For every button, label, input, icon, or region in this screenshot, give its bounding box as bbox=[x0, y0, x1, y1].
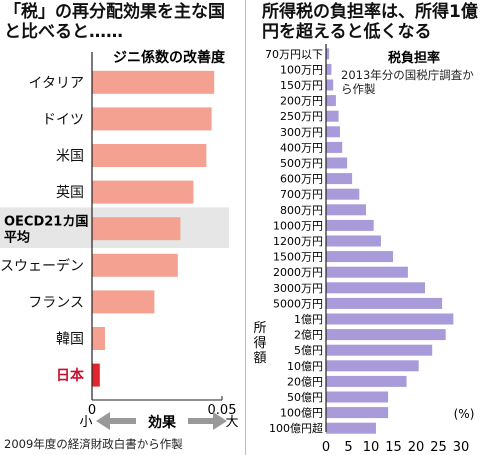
axis-note-large: 大 bbox=[225, 415, 238, 430]
category-label: 5000万円 bbox=[273, 297, 323, 310]
category-label: 150万円 bbox=[280, 79, 323, 92]
category-label: 500万円 bbox=[280, 157, 323, 170]
axis-note-bg bbox=[136, 412, 188, 430]
category-label: 1500万円 bbox=[273, 251, 323, 264]
category-label: スウェーデン bbox=[0, 257, 84, 274]
x-axis-label: (%) bbox=[454, 407, 475, 421]
bar bbox=[326, 235, 381, 247]
bar bbox=[92, 144, 207, 167]
x-tick-label: 10 bbox=[363, 440, 380, 455]
bar bbox=[326, 329, 446, 341]
bar bbox=[326, 391, 389, 403]
category-label: 韓国 bbox=[56, 332, 84, 348]
axis-arrow-left-head bbox=[96, 412, 110, 430]
panel-divider bbox=[245, 0, 246, 455]
category-label: ドイツ bbox=[42, 112, 84, 128]
category-label: 600万円 bbox=[280, 173, 323, 186]
category-label: 800万円 bbox=[280, 204, 323, 217]
tax-burden-chart: 70万円以下 100万円 150万円 200万円 250万円 300万円 400万円 500万… bbox=[253, 44, 475, 455]
x-tick-label: 30 bbox=[453, 440, 470, 455]
category-label: フランス bbox=[28, 295, 84, 311]
bar bbox=[326, 157, 348, 169]
bar bbox=[92, 290, 155, 314]
category-label: 700万円 bbox=[280, 188, 323, 201]
category-label: 400万円 bbox=[280, 141, 323, 154]
category-label: 50億円 bbox=[287, 391, 323, 404]
category-label: 100億円超 bbox=[269, 421, 323, 435]
bar bbox=[326, 266, 408, 278]
category-label: 200万円 bbox=[280, 95, 323, 108]
bar bbox=[326, 313, 454, 325]
bar bbox=[326, 282, 425, 294]
bar bbox=[326, 79, 334, 91]
bar bbox=[92, 180, 194, 204]
bar bbox=[326, 344, 433, 356]
category-label: イタリア bbox=[29, 75, 84, 91]
y-axis-label-char: 得 bbox=[253, 335, 266, 351]
category-label: 20億円 bbox=[287, 375, 323, 388]
x-tick-label: 20 bbox=[408, 440, 425, 455]
y-axis-label-char: 額 bbox=[253, 351, 266, 366]
bar bbox=[326, 251, 394, 263]
category-label: 3000万円 bbox=[273, 282, 323, 295]
category-label: 100万円 bbox=[280, 63, 323, 76]
bar bbox=[92, 253, 178, 277]
bar bbox=[326, 126, 340, 138]
left-chart-title: 「税」の再分配効果を主な国と比べると…… bbox=[4, 2, 225, 42]
bar bbox=[326, 95, 336, 107]
bar bbox=[326, 297, 443, 309]
axis-note-small: 小 bbox=[79, 415, 92, 430]
axis-note-label: 効果 bbox=[148, 414, 177, 431]
category-label: 5億円 bbox=[294, 344, 323, 357]
bar bbox=[92, 107, 212, 131]
bar bbox=[326, 375, 407, 387]
category-label: 1000万円 bbox=[273, 219, 323, 232]
bar bbox=[326, 219, 374, 231]
x-tick-label: 25 bbox=[430, 440, 447, 455]
left-source-note: 2009年度の経済財政白書から作製 bbox=[4, 437, 183, 451]
category-label: 100億円 bbox=[280, 407, 323, 420]
bar bbox=[326, 188, 360, 200]
chart-title: ジニ係数の改善度 bbox=[113, 49, 226, 66]
bar bbox=[326, 422, 376, 434]
right-chart-title: 所得税の負担率は、所得1億円を超えると低くなる bbox=[262, 2, 478, 42]
x-tick-label: 5 bbox=[344, 440, 352, 455]
category-label: 米国 bbox=[56, 149, 84, 165]
bar bbox=[326, 360, 419, 372]
category-label: 1200万円 bbox=[273, 235, 323, 248]
category-label: 300万円 bbox=[280, 126, 323, 139]
bar bbox=[326, 407, 389, 419]
bar bbox=[326, 63, 332, 75]
bar bbox=[92, 70, 215, 94]
category-label: 1億円 bbox=[294, 313, 323, 326]
category-label: 2000万円 bbox=[273, 266, 323, 279]
category-label: 2億円 bbox=[294, 329, 323, 342]
bar bbox=[326, 173, 353, 185]
bar bbox=[92, 217, 181, 241]
bar bbox=[326, 110, 339, 122]
category-label: OECD21カ国平均 bbox=[4, 215, 88, 246]
y-axis-label-char: 所 bbox=[253, 321, 266, 336]
x-tick-label: 15 bbox=[385, 440, 402, 455]
category-label: 70万円以下 bbox=[265, 48, 323, 61]
right-source-note: 2013年分の国税庁調査から作製 bbox=[341, 68, 474, 96]
bar bbox=[326, 141, 343, 153]
x-tick-label: 0 bbox=[88, 403, 96, 418]
chart-title: 税負担率 bbox=[388, 50, 440, 66]
category-label: 英国 bbox=[56, 184, 84, 201]
bar bbox=[326, 48, 330, 60]
axis-arrow-right-head bbox=[213, 412, 227, 430]
x-tick-label: 0 bbox=[322, 440, 330, 455]
bar bbox=[326, 204, 367, 216]
category-label: 10億円 bbox=[287, 360, 323, 373]
category-label: 日本 bbox=[56, 367, 85, 384]
bar bbox=[92, 327, 105, 350]
category-label: 250万円 bbox=[280, 110, 323, 123]
bar bbox=[92, 363, 100, 387]
